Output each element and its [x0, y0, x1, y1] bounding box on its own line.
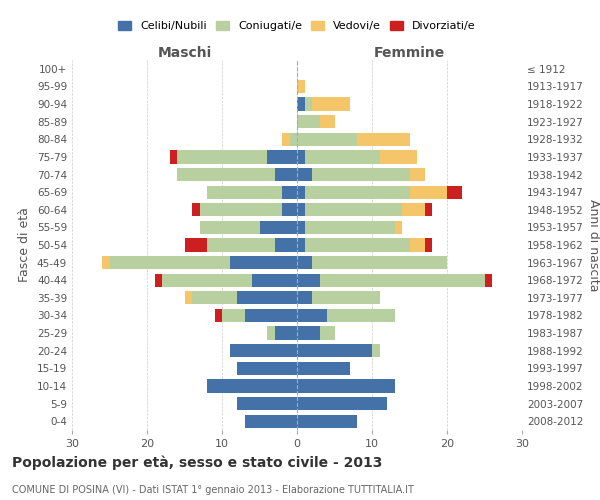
Bar	[297, 203, 305, 216]
Bar	[297, 168, 312, 181]
Bar	[357, 132, 409, 146]
Bar	[297, 132, 357, 146]
Bar	[185, 238, 207, 252]
Bar	[320, 326, 335, 340]
Bar	[297, 291, 312, 304]
Text: Popolazione per età, sesso e stato civile - 2013: Popolazione per età, sesso e stato civil…	[12, 455, 382, 469]
Bar	[267, 150, 297, 164]
Bar	[380, 150, 417, 164]
Bar	[305, 203, 402, 216]
Bar	[312, 168, 409, 181]
Bar	[297, 238, 305, 252]
Bar	[297, 380, 395, 392]
Bar	[297, 150, 305, 164]
Text: Maschi: Maschi	[157, 46, 212, 60]
Bar	[222, 309, 245, 322]
Bar	[199, 221, 260, 234]
Bar	[215, 309, 222, 322]
Bar	[297, 326, 320, 340]
Bar	[229, 344, 297, 358]
Bar	[395, 221, 402, 234]
Bar	[305, 150, 380, 164]
Bar	[282, 132, 290, 146]
Bar	[447, 186, 462, 198]
Bar	[275, 168, 297, 181]
Legend: Celibi/Nubili, Coniugati/e, Vedovi/e, Divorziati/e: Celibi/Nubili, Coniugati/e, Vedovi/e, Di…	[115, 18, 479, 34]
Text: Femmine: Femmine	[374, 46, 445, 60]
Bar	[297, 344, 372, 358]
Bar	[177, 168, 275, 181]
Bar	[409, 186, 447, 198]
Bar	[297, 115, 320, 128]
Bar	[199, 203, 282, 216]
Bar	[297, 221, 305, 234]
Bar	[177, 150, 267, 164]
Bar	[282, 186, 297, 198]
Bar	[320, 115, 335, 128]
Bar	[305, 98, 312, 110]
Bar	[290, 132, 297, 146]
Bar	[237, 362, 297, 375]
Bar	[275, 238, 297, 252]
Bar	[237, 291, 297, 304]
Bar	[297, 186, 305, 198]
Bar	[320, 274, 485, 287]
Bar	[260, 221, 297, 234]
Bar	[297, 414, 357, 428]
Bar	[237, 397, 297, 410]
Bar	[425, 238, 432, 252]
Bar	[102, 256, 110, 269]
Bar	[409, 238, 425, 252]
Bar	[327, 309, 395, 322]
Bar	[312, 291, 380, 304]
Bar	[305, 186, 409, 198]
Y-axis label: Anni di nascita: Anni di nascita	[587, 198, 600, 291]
Bar	[155, 274, 162, 287]
Bar	[297, 274, 320, 287]
Bar	[245, 309, 297, 322]
Bar	[297, 256, 312, 269]
Bar	[312, 98, 349, 110]
Bar	[312, 256, 447, 269]
Text: COMUNE DI POSINA (VI) - Dati ISTAT 1° gennaio 2013 - Elaborazione TUTTITALIA.IT: COMUNE DI POSINA (VI) - Dati ISTAT 1° ge…	[12, 485, 414, 495]
Bar	[297, 397, 387, 410]
Bar	[252, 274, 297, 287]
Bar	[170, 150, 177, 164]
Bar	[297, 80, 305, 93]
Bar	[207, 238, 275, 252]
Bar	[162, 274, 252, 287]
Bar	[409, 168, 425, 181]
Bar	[282, 203, 297, 216]
Bar	[192, 291, 237, 304]
Bar	[185, 291, 192, 304]
Bar	[297, 362, 349, 375]
Y-axis label: Fasce di età: Fasce di età	[19, 208, 31, 282]
Bar	[297, 98, 305, 110]
Bar	[305, 221, 395, 234]
Bar	[207, 186, 282, 198]
Bar	[372, 344, 380, 358]
Bar	[305, 238, 409, 252]
Bar	[267, 326, 275, 340]
Bar	[245, 414, 297, 428]
Bar	[297, 309, 327, 322]
Bar	[207, 380, 297, 392]
Bar	[192, 203, 199, 216]
Bar	[229, 256, 297, 269]
Bar	[275, 326, 297, 340]
Bar	[485, 274, 492, 287]
Bar	[402, 203, 425, 216]
Bar	[425, 203, 432, 216]
Bar	[110, 256, 229, 269]
